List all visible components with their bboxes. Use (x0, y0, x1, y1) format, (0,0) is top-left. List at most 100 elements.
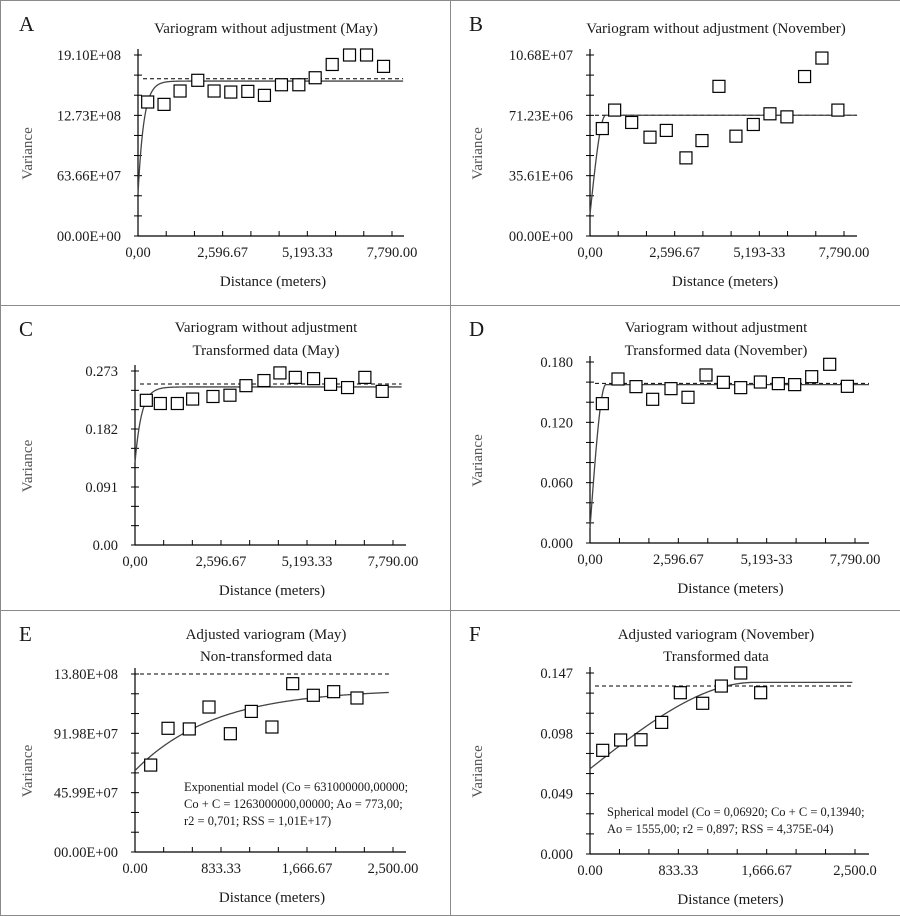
data-point (157, 97, 171, 111)
data-point (161, 721, 175, 735)
y-tick-label: 71.23E+06 (509, 108, 573, 124)
data-point (746, 117, 760, 132)
data-point (608, 103, 622, 117)
model-curve (134, 386, 402, 463)
data-point (202, 700, 216, 714)
model-curve (589, 681, 853, 770)
data-point (286, 677, 300, 691)
y-axis-label: Variance (470, 434, 486, 487)
data-point (815, 51, 829, 65)
y-tick-label: 0.098 (540, 726, 573, 742)
chart-title: Variogram without adjustment (November) (586, 21, 846, 37)
x-axis-label: Distance (meters) (220, 274, 326, 290)
model-annotation: Ao = 1555,00; r2 = 0,897; RSS = 4,375E-0… (607, 822, 833, 836)
x-tick-label: 5,193.33 (282, 554, 333, 570)
data-point (173, 84, 187, 98)
chart-svg: D Variogram without adjustment Transformed… (469, 317, 880, 597)
x-axis-label: Distance (meters) (677, 892, 783, 908)
data-point (763, 107, 777, 121)
x-tick-label: 7,790.00 (367, 245, 418, 261)
data-point (595, 121, 609, 136)
y-tick-label: 0.060 (540, 476, 573, 492)
y-axis-label: Variance (20, 744, 36, 797)
chart-title: Non-transformed data (200, 649, 332, 665)
x-tick-label: 833.33 (658, 863, 698, 879)
y-tick-label: 13.80E+08 (54, 667, 118, 683)
data-point (170, 396, 184, 411)
data-point (780, 110, 794, 124)
data-point (729, 129, 743, 143)
data-point (797, 69, 812, 84)
panel-label: A (19, 12, 35, 36)
data-point (595, 397, 609, 411)
data-point (376, 59, 391, 73)
y-axis-label: Variance (470, 745, 486, 798)
y-tick-label: 0.273 (85, 364, 118, 380)
x-tick-label: 0,00 (577, 552, 602, 568)
chart-title: Transformed data (November) (625, 343, 808, 359)
data-point (831, 103, 845, 117)
data-point (306, 688, 320, 702)
data-point (206, 389, 220, 404)
x-tick-label: 2,596.67 (197, 245, 248, 261)
data-point (714, 679, 728, 693)
data-point (257, 373, 271, 388)
data-point (223, 388, 237, 402)
model-curve (589, 383, 869, 529)
x-tick-label: 5,193.33 (282, 245, 333, 261)
variogram-panel-c: C Variogram without adjustment Transformed… (0, 305, 451, 611)
y-tick-label: 00.00E+00 (509, 229, 573, 245)
data-point (788, 378, 802, 392)
x-tick-label: 5,193-33 (741, 552, 793, 568)
model-curve (589, 114, 858, 215)
data-point (734, 666, 748, 680)
data-point (840, 379, 854, 393)
x-axis-label: Distance (meters) (672, 274, 778, 290)
panel-label: D (469, 317, 484, 341)
chart-title: Adjusted variogram (November) (618, 627, 815, 643)
y-axis-label: Variance (20, 439, 36, 492)
data-point (327, 685, 341, 699)
model-annotation: Co + C = 1263000000,00000; Ao = 773,00; (184, 797, 403, 811)
y-tick-label: 0.182 (85, 422, 118, 438)
data-point (244, 704, 258, 719)
y-tick-label: 45.99E+07 (54, 786, 118, 802)
x-tick-label: 0.00 (577, 863, 602, 879)
data-point (696, 696, 710, 710)
y-tick-label: 0.00 (93, 538, 118, 554)
x-tick-label: 0,00 (577, 245, 602, 261)
data-point (375, 384, 389, 398)
data-point (712, 79, 726, 93)
x-tick-label: 2,596.67 (196, 554, 247, 570)
panel-label: F (469, 622, 481, 646)
data-point (325, 57, 339, 72)
variogram-panel-a: A Variogram without adjustment (May) 0,00 2… (0, 0, 451, 306)
data-point (139, 393, 153, 407)
data-point (241, 84, 255, 98)
y-tick-label: 0.000 (540, 536, 573, 552)
x-tick-label: 1,666.67 (282, 861, 333, 877)
data-point (191, 73, 205, 87)
x-tick-label: 2,500.0 (833, 863, 877, 879)
chart-svg: E Adjusted variogram (May) Non-transformed… (19, 622, 419, 906)
variogram-panel-e: E Adjusted variogram (May) Non-transformed… (0, 610, 451, 916)
chart-title: Transformed data (663, 649, 769, 665)
chart-title: Variogram without adjustment (625, 320, 808, 336)
x-tick-label: 7,790.00 (819, 245, 870, 261)
y-tick-label: 91.98E+07 (54, 726, 118, 742)
variogram-panel-f: F Adjusted variogram (November) Transforme… (450, 610, 900, 916)
y-tick-label: 12.73E+08 (57, 108, 121, 124)
x-tick-label: 833.33 (201, 861, 241, 877)
data-point (611, 372, 625, 386)
y-tick-label: 0.000 (540, 847, 573, 863)
data-point (306, 372, 321, 386)
y-tick-label: 00.00E+00 (54, 845, 118, 861)
data-point (340, 380, 355, 395)
model-annotation: Spherical model (Co = 0,06920; Co + C = … (607, 805, 865, 819)
x-tick-label: 1,666.67 (741, 863, 792, 879)
data-point (679, 151, 693, 165)
data-point (273, 366, 287, 380)
x-tick-label: 2,500.00 (368, 861, 419, 877)
chart-title: Adjusted variogram (May) (186, 627, 347, 643)
data-point (823, 357, 837, 371)
